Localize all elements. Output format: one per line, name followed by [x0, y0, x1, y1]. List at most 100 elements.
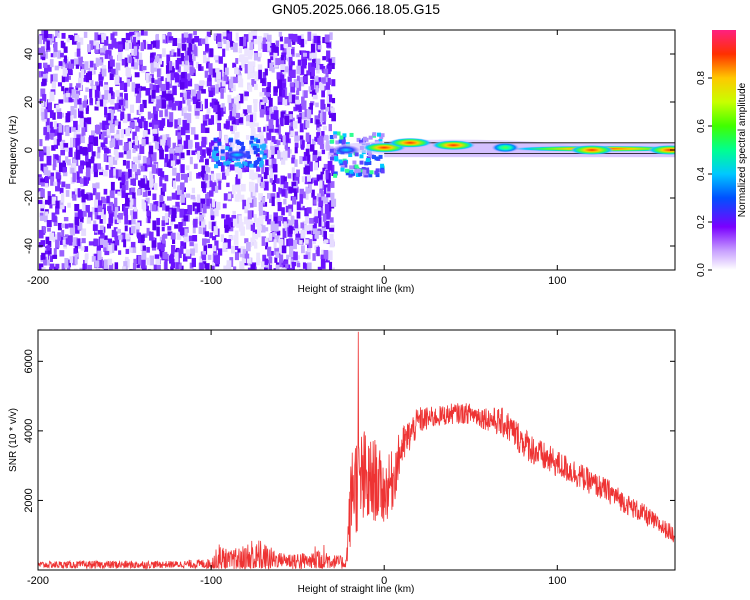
spectrogram-cell: [93, 63, 97, 70]
spectrogram-cell: [169, 254, 174, 263]
spectrogram-cell: [122, 102, 126, 111]
spectrogram-cell: [296, 90, 300, 96]
spectrogram-cell: [221, 214, 225, 219]
spectrogram-cell: [197, 146, 203, 155]
spectrogram-cell: [273, 86, 278, 93]
spectrogram-cell: [210, 140, 216, 147]
bottom-x-tick-label: -200: [27, 575, 49, 587]
spectrogram-cell: [93, 163, 98, 172]
spectrogram-cell: [114, 231, 118, 240]
spectrogram-cell: [305, 132, 310, 142]
spectrogram-cell: [365, 169, 370, 174]
spectrogram-cell: [87, 143, 91, 153]
spectrogram-cell: [151, 240, 156, 248]
spectrogram-cell: [291, 48, 295, 55]
spectrogram-cell: [112, 31, 118, 36]
spectrogram-cell: [60, 40, 64, 48]
spectrogram-cell: [65, 63, 69, 68]
spectrogram-cell: [66, 265, 71, 270]
spectrogram-cell: [80, 136, 85, 144]
spectrogram-cell: [111, 115, 115, 123]
colorbar-tick-label: 0.0: [696, 263, 707, 277]
spectrogram-cell: [192, 235, 198, 242]
spectrogram-cell: [209, 190, 214, 197]
spectrogram-cell: [39, 153, 44, 162]
spectrogram-cell: [326, 89, 331, 98]
spectrogram-cell: [322, 174, 327, 181]
spectrogram-cell: [161, 90, 167, 101]
spectrogram-cell: [208, 198, 212, 204]
spectrogram-cell: [104, 39, 108, 46]
spectrogram-cell: [94, 210, 99, 220]
spectrogram-cell: [76, 48, 81, 57]
spectrogram-cell: [312, 77, 317, 85]
spectrogram-cell: [252, 197, 257, 207]
spectrogram-cell: [213, 146, 218, 151]
spectrogram-cell: [265, 167, 269, 176]
spectrogram-cell: [258, 130, 264, 137]
spectrogram-cell: [164, 145, 169, 152]
spectrogram-cell: [105, 124, 109, 129]
spectrogram-cell: [53, 41, 58, 52]
spectrogram-cell: [261, 196, 265, 204]
spectrogram-cell: [191, 257, 197, 268]
spectrogram-cell: [50, 53, 56, 58]
spectrogram-cell: [77, 238, 81, 247]
spectrogram-cell: [365, 167, 370, 172]
spectrogram-cell: [263, 172, 268, 180]
spectrogram-cell: [135, 222, 141, 230]
spectrogram-cell: [114, 103, 119, 110]
spectrogram-cell: [238, 78, 244, 88]
spectrogram-cell: [330, 139, 335, 144]
spectrogram-cell: [189, 262, 194, 269]
spectrogram-cell: [108, 263, 114, 270]
spectrogram-cell: [197, 150, 201, 160]
spectrogram-cell: [333, 131, 338, 136]
spectrogram-cell: [103, 259, 109, 269]
spectrogram-cell: [186, 253, 192, 259]
spectrogram-cell: [55, 239, 60, 248]
spectrogram-cell: [258, 193, 263, 201]
spectrogram-cell: [120, 41, 126, 50]
spectrogram-cell: [358, 172, 363, 177]
spectrogram-cell: [290, 130, 294, 137]
spectrogram-cell: [318, 135, 324, 146]
spectrogram-cell: [252, 35, 257, 42]
spectrogram-cell: [191, 150, 196, 156]
spectrogram-cell: [166, 93, 171, 101]
spectrogram-cell: [280, 151, 285, 158]
spectrogram-cell: [375, 168, 380, 173]
spectrogram-cell: [158, 168, 163, 177]
spectrogram-cell: [52, 254, 58, 259]
spectrogram-cell: [87, 44, 91, 53]
spectrogram-cell: [312, 228, 318, 235]
spectrogram-cell: [318, 217, 322, 227]
spectrogram-cell: [152, 52, 156, 60]
spectrogram-cell: [123, 261, 128, 267]
spectrogram-cell: [116, 217, 122, 224]
spectrogram-cell: [299, 65, 304, 74]
spectrogram-cell: [40, 179, 46, 187]
spectrogram-cell: [327, 152, 332, 160]
spectrogram-cell: [179, 79, 185, 90]
spectrogram-cell: [354, 169, 359, 174]
spectrogram-cell: [239, 65, 243, 71]
spectrogram-cell: [166, 63, 172, 69]
spectrogram-cell: [160, 83, 166, 92]
spectrogram-cell: [60, 139, 66, 150]
spectrogram-cell: [135, 37, 141, 47]
spectrogram-cell: [245, 120, 250, 126]
spectrogram-cell: [140, 242, 145, 251]
spectrogram-cell: [80, 160, 85, 170]
spectrogram-cell: [229, 87, 233, 93]
spectrogram-cell: [295, 80, 299, 88]
spectrogram-cell: [187, 99, 191, 106]
spectrogram-cell: [78, 165, 83, 174]
spectrogram-cell: [90, 80, 94, 87]
spectrogram-cell: [164, 154, 169, 163]
spectrogram-cell: [40, 240, 46, 247]
spectrogram-cell: [201, 209, 206, 218]
spectrogram-cell: [82, 210, 87, 217]
spectrogram-cell: [196, 90, 201, 100]
